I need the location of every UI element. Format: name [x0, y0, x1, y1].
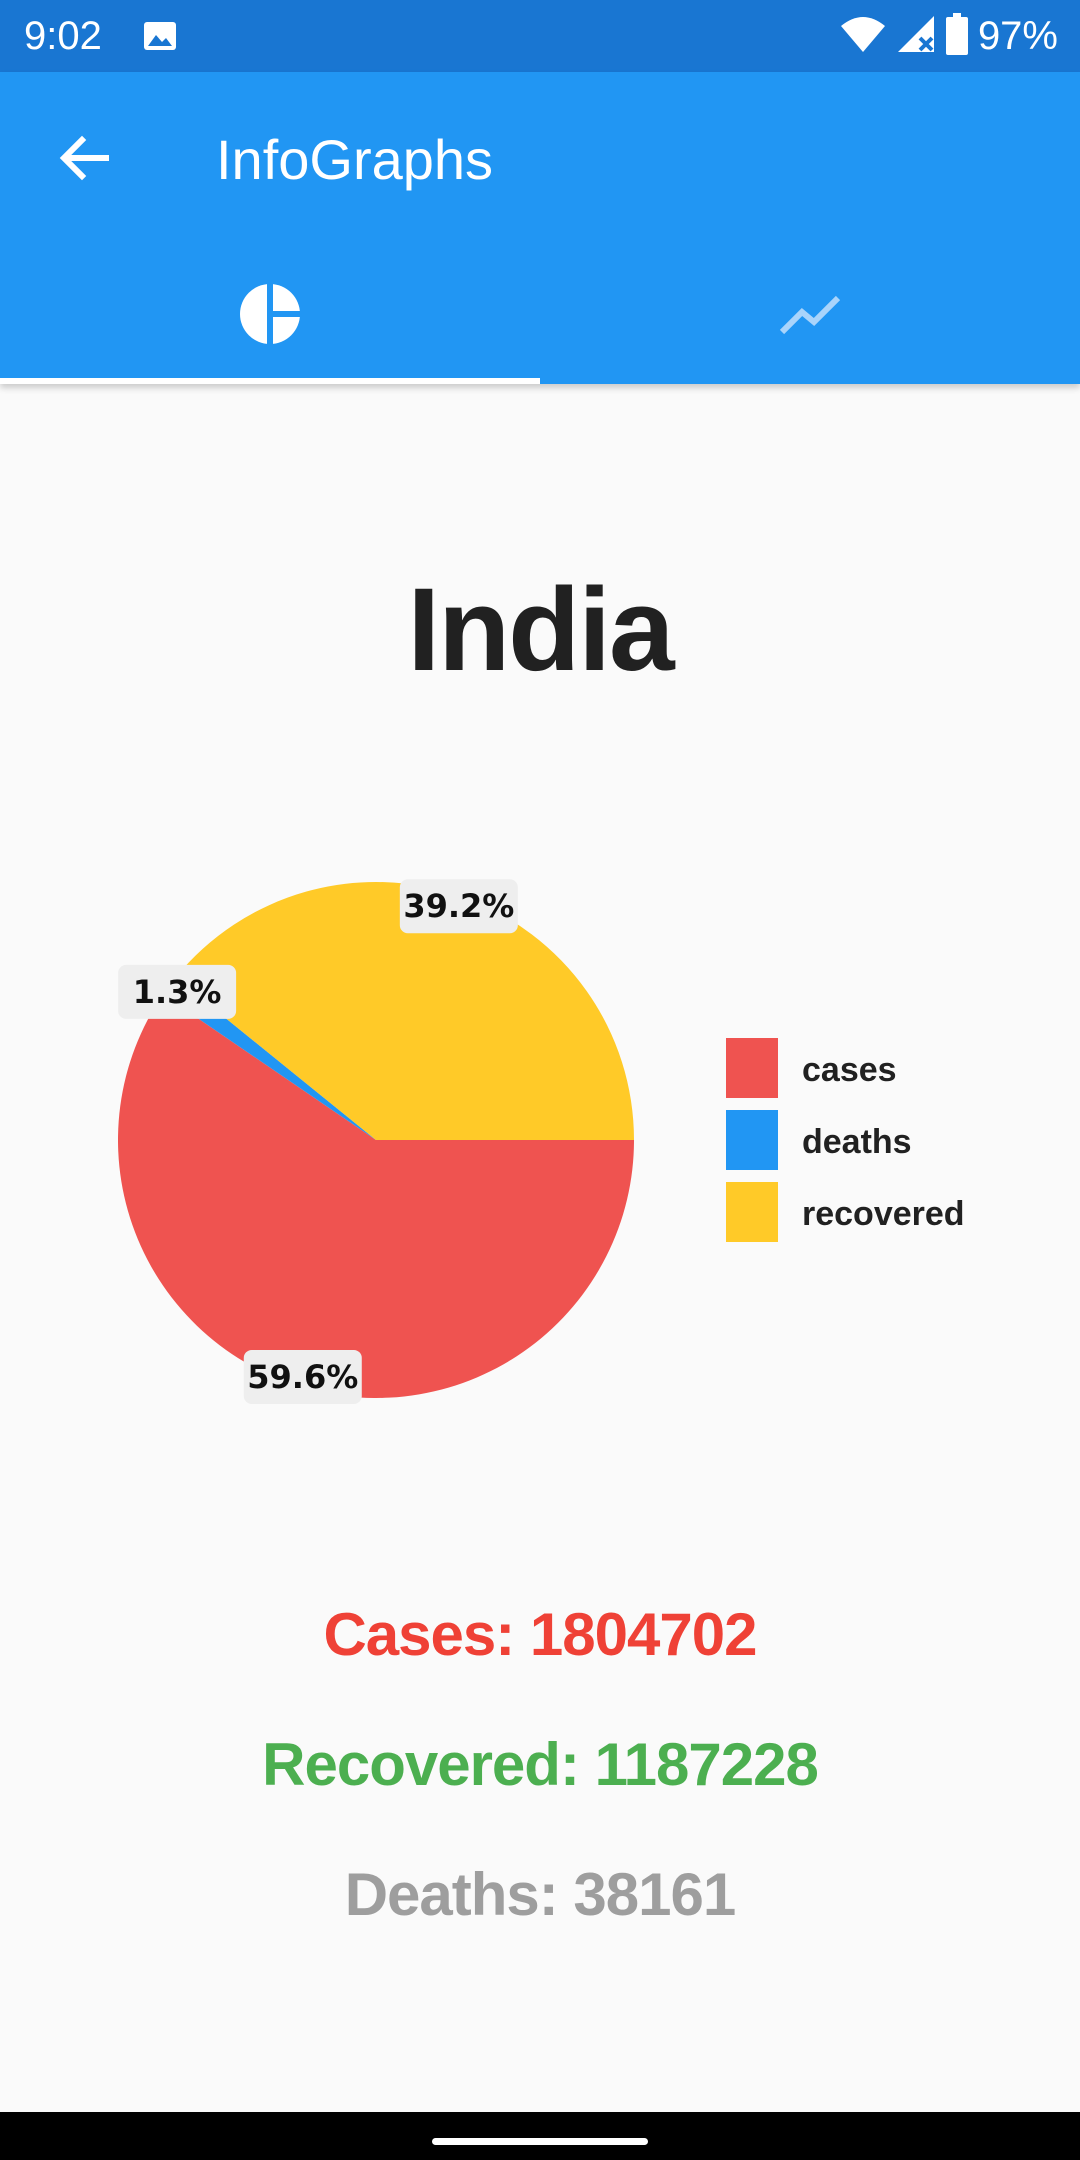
battery-icon: [945, 12, 968, 60]
data-label-cases: 59.6%: [243, 1349, 362, 1404]
data-label-deaths: 1.3%: [118, 964, 237, 1019]
status-bar: 9:02 97%: [0, 0, 1080, 72]
tab-line-chart[interactable]: [540, 248, 1080, 384]
status-indicators: 97%: [840, 10, 1058, 62]
wifi-icon: [840, 14, 886, 59]
legend-item-cases: cases: [726, 1038, 897, 1098]
legend-label-deaths: deaths: [802, 1123, 912, 1161]
battery-percent: 97%: [977, 14, 1058, 58]
app-bar: InfoGraphs: [0, 72, 1080, 384]
back-button[interactable]: [44, 120, 124, 200]
svg-text:59.6%: 59.6%: [247, 1358, 358, 1396]
line-chart-icon: [778, 292, 842, 341]
pie-slice-cases: [117, 994, 634, 1399]
data-label-recovered: 39.2%: [399, 879, 518, 934]
legend-swatch-deaths: [726, 1110, 778, 1170]
svg-text:1.3%: 1.3%: [133, 973, 222, 1011]
tab-pie-chart[interactable]: [0, 248, 540, 384]
tab-indicator: [0, 378, 540, 384]
svg-text:39.2%: 39.2%: [403, 887, 514, 925]
home-handle[interactable]: [432, 2138, 648, 2145]
stat-cases: Cases: 1804702: [323, 1601, 757, 1668]
image-icon: [142, 18, 178, 59]
legend-swatch-recovered: [726, 1182, 778, 1242]
legend-item-recovered: recovered: [726, 1182, 965, 1242]
legend-label-cases: cases: [802, 1051, 897, 1089]
legend-label-recovered: recovered: [802, 1195, 965, 1233]
cell-signal-icon: [896, 14, 936, 59]
system-nav-bar: [0, 2112, 1080, 2160]
legend-item-deaths: deaths: [726, 1110, 912, 1170]
arrow-back-icon: [56, 130, 112, 191]
stat-deaths: Deaths: 38161: [344, 1861, 737, 1928]
app-title: InfoGraphs: [216, 128, 494, 191]
legend-swatch-cases: [726, 1038, 778, 1098]
status-time: 9:02: [24, 14, 102, 58]
pie-slice-recovered: [175, 881, 635, 1140]
country-title: India: [407, 564, 674, 696]
pie-chart-icon: [238, 281, 302, 351]
stat-recovered: Recovered: 1187228: [262, 1731, 819, 1798]
